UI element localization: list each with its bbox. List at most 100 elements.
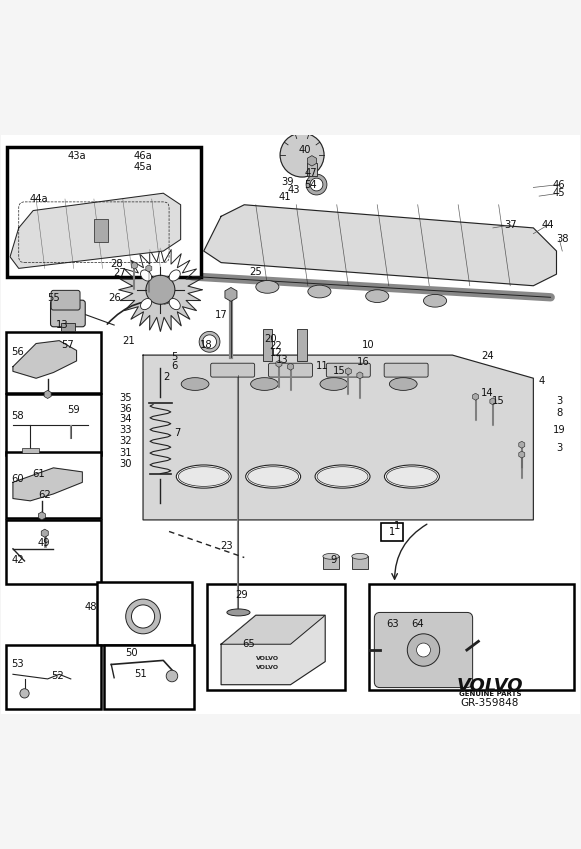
Text: 60: 60 (11, 475, 24, 485)
Text: VOLVO: VOLVO (256, 665, 279, 670)
Text: 5: 5 (171, 352, 178, 363)
Bar (6, 520, 102, 583)
Text: 63: 63 (386, 619, 399, 629)
Text: 3: 3 (556, 396, 562, 407)
Text: 28: 28 (111, 259, 123, 269)
Polygon shape (221, 616, 325, 644)
Text: 64: 64 (411, 619, 424, 629)
Circle shape (146, 275, 175, 304)
Circle shape (20, 689, 29, 698)
Ellipse shape (169, 299, 180, 310)
Bar (323, 556, 339, 569)
Text: 46a: 46a (134, 150, 152, 160)
Text: 51: 51 (134, 669, 146, 679)
Text: 15: 15 (333, 366, 346, 376)
Text: 42: 42 (11, 555, 24, 565)
Text: 56: 56 (11, 347, 24, 357)
Polygon shape (10, 194, 181, 268)
Ellipse shape (315, 465, 370, 488)
Ellipse shape (181, 378, 209, 391)
Text: 18: 18 (200, 340, 213, 350)
FancyBboxPatch shape (384, 363, 428, 377)
Text: 11: 11 (316, 361, 329, 370)
Text: 58: 58 (11, 411, 24, 421)
Text: 10: 10 (362, 340, 375, 350)
Ellipse shape (227, 609, 250, 616)
Ellipse shape (386, 467, 437, 486)
Ellipse shape (323, 554, 339, 559)
Text: 33: 33 (120, 425, 132, 436)
Text: 57: 57 (62, 340, 74, 350)
Text: 16: 16 (356, 357, 369, 367)
Text: 9: 9 (331, 555, 337, 565)
Text: 50: 50 (125, 648, 138, 658)
Bar (61, 323, 75, 331)
Polygon shape (13, 468, 83, 501)
Text: 45: 45 (553, 188, 566, 198)
Text: 15: 15 (492, 396, 505, 407)
Circle shape (417, 643, 431, 657)
Text: 27: 27 (113, 268, 126, 278)
Text: 2: 2 (163, 372, 170, 382)
Text: 43a: 43a (67, 150, 86, 160)
Text: 13: 13 (56, 320, 69, 330)
FancyBboxPatch shape (51, 290, 80, 310)
Polygon shape (143, 355, 533, 520)
Text: 49: 49 (37, 538, 50, 548)
Circle shape (280, 133, 324, 177)
Text: 8: 8 (556, 408, 562, 418)
Text: 25: 25 (249, 267, 262, 277)
Text: 21: 21 (122, 335, 135, 346)
Text: 47: 47 (304, 168, 317, 178)
Ellipse shape (248, 467, 299, 486)
Text: VOLVO: VOLVO (256, 656, 279, 661)
Text: 30: 30 (120, 458, 132, 469)
Ellipse shape (385, 465, 439, 488)
Text: 31: 31 (119, 448, 132, 458)
Text: 39: 39 (281, 177, 294, 187)
Text: 61: 61 (33, 469, 45, 479)
Ellipse shape (141, 270, 152, 281)
Text: 7: 7 (174, 428, 181, 438)
Bar (307, 163, 317, 176)
Bar (352, 556, 368, 569)
Ellipse shape (424, 295, 447, 307)
Text: 53: 53 (11, 660, 24, 670)
Text: 43: 43 (287, 185, 300, 195)
Bar (97, 582, 192, 645)
Text: 29: 29 (235, 590, 248, 600)
Bar (207, 583, 346, 690)
Ellipse shape (169, 270, 180, 281)
Text: 20: 20 (264, 334, 277, 344)
Bar (105, 645, 194, 709)
Text: 34: 34 (120, 413, 132, 424)
Text: GR-359848: GR-359848 (461, 698, 519, 708)
Text: 32: 32 (119, 436, 132, 446)
Text: 22: 22 (270, 340, 282, 351)
Ellipse shape (352, 554, 368, 559)
Text: 24: 24 (481, 351, 493, 362)
Text: 59: 59 (67, 405, 80, 415)
FancyBboxPatch shape (51, 301, 85, 327)
Bar (263, 329, 272, 361)
Ellipse shape (256, 280, 279, 293)
Ellipse shape (178, 467, 229, 486)
Text: 23: 23 (221, 541, 233, 551)
FancyBboxPatch shape (374, 612, 472, 688)
Text: GENUINE PARTS: GENUINE PARTS (459, 691, 521, 697)
Text: 4: 4 (539, 376, 545, 386)
Circle shape (407, 634, 440, 666)
Bar (21, 447, 39, 453)
Bar (297, 329, 307, 361)
Text: 14: 14 (481, 388, 493, 397)
Text: 52: 52 (52, 671, 64, 681)
Polygon shape (221, 616, 325, 684)
Text: 44a: 44a (30, 194, 48, 204)
Ellipse shape (320, 378, 348, 391)
Text: 19: 19 (553, 425, 566, 436)
Text: VOLVO: VOLVO (457, 677, 523, 694)
Text: 35: 35 (119, 393, 132, 403)
Text: 54: 54 (304, 179, 317, 189)
Text: 37: 37 (504, 220, 517, 230)
Text: 1: 1 (389, 527, 394, 537)
